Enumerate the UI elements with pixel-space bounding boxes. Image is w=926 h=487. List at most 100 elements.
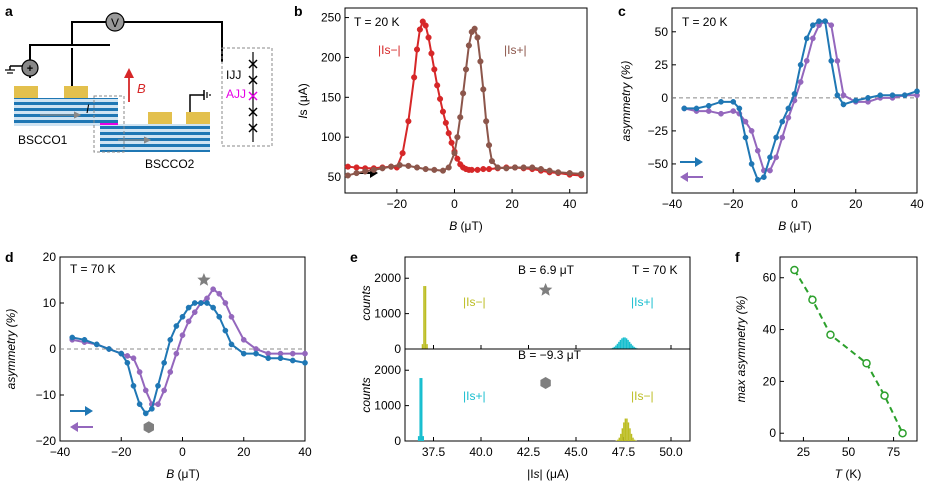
data-point <box>344 172 351 179</box>
data-point <box>546 167 553 174</box>
data-point <box>803 35 810 42</box>
histogram-bar <box>618 437 621 441</box>
x-tick-label: 75 <box>887 445 901 459</box>
data-point <box>439 108 447 115</box>
data-point <box>529 164 536 171</box>
y-tick-label: 0 <box>661 91 668 105</box>
y-tick-label: 0 <box>394 434 401 448</box>
data-point <box>434 82 441 89</box>
data-point <box>240 336 247 343</box>
data-point <box>155 382 161 389</box>
data-point <box>210 304 216 311</box>
data-point <box>730 98 737 105</box>
data-point <box>748 161 755 167</box>
x-tick-label: −20 <box>111 445 132 459</box>
data-point <box>136 369 143 375</box>
x-tick-label: 20 <box>505 197 519 211</box>
data-point <box>537 166 544 173</box>
histogram-bar <box>620 433 622 441</box>
panel-label-e: e <box>350 249 358 265</box>
histogram-bar <box>627 422 630 441</box>
histogram-bar <box>618 341 620 349</box>
data-point <box>413 164 421 171</box>
histogram-bar <box>626 418 628 441</box>
data-point <box>520 164 527 171</box>
x-axis-label: B (μT) <box>778 219 812 233</box>
data-point <box>791 91 798 97</box>
data-point <box>503 165 510 172</box>
data-point <box>767 154 773 161</box>
data-point <box>862 359 871 368</box>
y-tick-label: −50 <box>648 157 669 171</box>
chart-c-title: T = 20 K <box>682 15 727 29</box>
x-tick-label: −20 <box>387 197 408 211</box>
bscco1-label: BSCCO1 <box>18 133 68 147</box>
data-point <box>681 105 688 112</box>
data-point <box>353 170 360 177</box>
sweep-up-arrow-d-icon <box>70 406 93 416</box>
y-tick-label: 250 <box>321 11 341 25</box>
bscco2-crystal <box>100 124 210 152</box>
current-source-label: + <box>27 63 33 75</box>
y-tick-label: 2000 <box>374 363 401 377</box>
contact-pad <box>148 112 172 124</box>
data-point <box>228 341 235 348</box>
data-point <box>302 350 308 357</box>
data-point <box>914 88 920 95</box>
y-tick-label: 40 <box>763 323 777 337</box>
data-point <box>161 387 167 394</box>
data-point <box>705 108 712 114</box>
x-tick-label: 20 <box>849 197 863 211</box>
data-point <box>474 34 481 41</box>
data-point <box>216 313 223 320</box>
data-point <box>840 92 847 99</box>
data-point <box>555 169 562 176</box>
chart-e-top-field: B = 6.9 μT <box>518 263 575 277</box>
data-point <box>448 139 455 146</box>
voltmeter-label: V <box>111 16 119 30</box>
data-point <box>901 92 908 99</box>
contact-pad <box>64 86 88 98</box>
data-point <box>302 359 308 366</box>
y-axis-label: max asymmetry (%) <box>734 296 748 403</box>
histogram-bar <box>623 422 625 441</box>
data-point <box>742 118 749 125</box>
data-point <box>185 304 192 311</box>
histogram-bar <box>420 378 423 441</box>
y-tick-label: 2000 <box>374 271 401 285</box>
data-point <box>736 105 743 112</box>
data-point <box>81 336 88 343</box>
data-point <box>253 350 259 357</box>
data-point <box>118 350 125 357</box>
data-point <box>785 114 792 121</box>
ground-right-icon <box>203 90 211 100</box>
data-point <box>179 313 186 320</box>
x-tick-label: 20 <box>237 445 251 459</box>
data-point <box>454 134 461 141</box>
histogram-bar <box>631 345 634 349</box>
plot-frame <box>344 7 588 194</box>
x-axis-label: B (μT) <box>449 219 483 233</box>
data-point <box>808 295 817 305</box>
histogram-bar <box>421 344 424 349</box>
chart-e: B = 6.9 μT T = 70 K B = −9.3 μT |Is−| |I… <box>359 256 691 481</box>
histogram-bar <box>616 343 619 349</box>
data-point <box>179 332 186 339</box>
chart-e-top-label-plus: |Is+| <box>631 295 654 309</box>
data-point <box>705 102 712 109</box>
data-point <box>240 350 247 357</box>
histogram-bar <box>619 339 622 349</box>
data-point <box>779 134 786 141</box>
chart-b: T = 20 K |Is−| |Is+| −20 0 20 40 50 100 150 200… <box>296 7 588 233</box>
x-tick-label: −40 <box>50 445 71 459</box>
data-point <box>167 336 174 343</box>
x-tick-label: 45.0 <box>564 445 588 459</box>
data-point <box>265 355 272 362</box>
data-point <box>411 74 418 81</box>
data-point <box>494 164 501 171</box>
histogram-bar <box>625 338 628 349</box>
junction-cross-icon <box>248 107 258 117</box>
histogram-bar <box>419 378 421 441</box>
legend-is-minus: |Is−| <box>378 43 401 57</box>
histogram-bar <box>426 344 428 349</box>
